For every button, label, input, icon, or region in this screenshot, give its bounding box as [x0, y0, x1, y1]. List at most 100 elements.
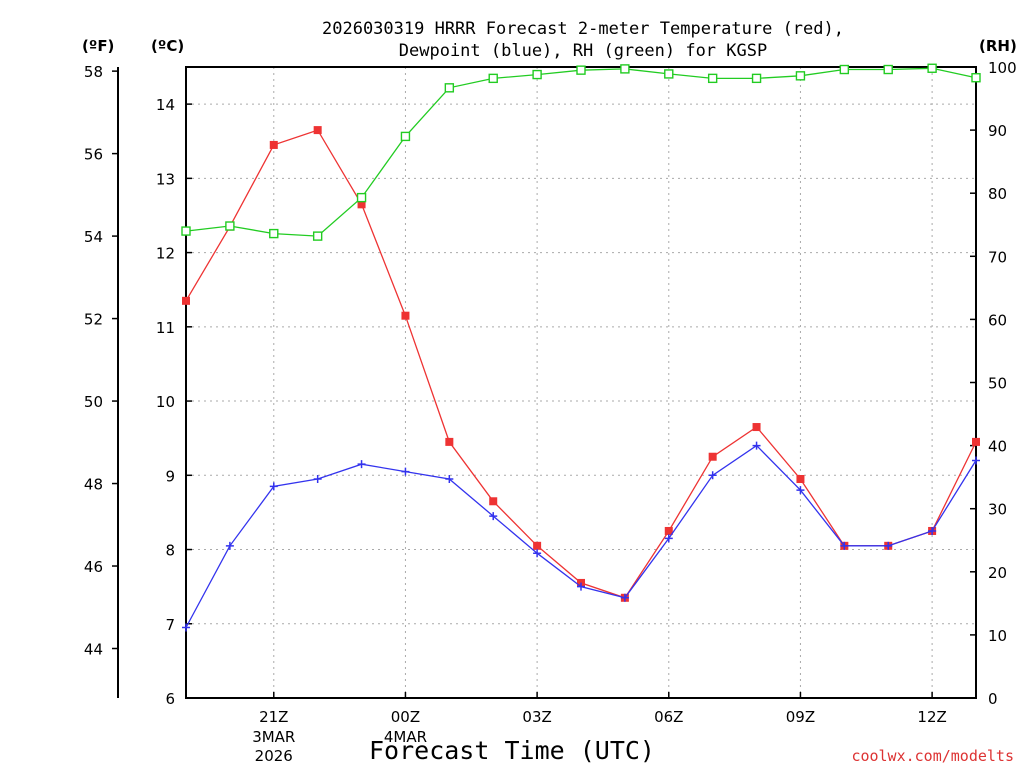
- dewpoint-line: [185, 444, 977, 628]
- dewpoint-point: [445, 475, 454, 484]
- data-series: [181, 63, 981, 632]
- dewpoint-point: [401, 467, 410, 476]
- fahrenheit-unit-label: (ºF): [82, 37, 114, 55]
- chart-title-line2: Dewpoint (blue), RH (green) for KGSP: [399, 41, 767, 61]
- credit-label: coolwx.com/modelts: [851, 747, 1014, 765]
- rh-tick-label: 60: [988, 311, 1007, 329]
- celsius-tick-label: 6: [165, 690, 175, 708]
- fahrenheit-tick-label: 44: [84, 641, 103, 659]
- rh-point: [751, 73, 762, 84]
- fahrenheit-tick-label: 56: [84, 146, 103, 164]
- x-tick-date-label: 3MAR: [252, 728, 295, 746]
- celsius-tick-label: 12: [156, 245, 175, 263]
- rh-line: [185, 67, 977, 237]
- rh-point: [181, 226, 191, 236]
- rh-point: [532, 69, 542, 80]
- fahrenheit-tick-label: 58: [84, 63, 103, 81]
- x-tick-date-label: 4MAR: [384, 728, 427, 746]
- rh-point: [312, 231, 323, 241]
- fahrenheit-tick-label: 50: [84, 393, 103, 411]
- rh-tick-label: 20: [988, 564, 1007, 582]
- dewpoint-point: [884, 541, 893, 550]
- rh-point: [883, 64, 893, 75]
- rh-point: [839, 64, 850, 75]
- rh-tick-label: 100: [988, 59, 1017, 77]
- fahrenheit-tick-label: 48: [84, 476, 103, 494]
- rh-tick-label: 0: [988, 690, 998, 708]
- rh-point: [620, 64, 630, 74]
- temperature-point: [664, 526, 673, 535]
- rh-tick-label: 30: [988, 501, 1007, 519]
- temperature-point: [972, 437, 980, 446]
- dewpoint-point: [182, 623, 190, 632]
- x-tick-label: 03Z: [522, 708, 551, 726]
- x-tick-year-label: 2026: [255, 747, 293, 765]
- temperature-point: [533, 541, 542, 550]
- rh-point: [225, 221, 235, 231]
- celsius-unit-label: (ºC): [151, 37, 184, 55]
- x-axis-label: Forecast Time (UTC): [369, 736, 655, 765]
- celsius-tick-label: 8: [165, 542, 175, 560]
- rh-unit-label: (RH): [979, 37, 1017, 55]
- dewpoint-point: [796, 486, 805, 495]
- dewpoint-point: [577, 582, 585, 591]
- dewpoint-point: [928, 526, 937, 535]
- dewpoint-point: [313, 475, 322, 484]
- temperature-point: [182, 296, 190, 305]
- dewpoint-point: [620, 593, 629, 602]
- rh-point: [444, 83, 455, 93]
- x-tick-label: 00Z: [391, 708, 420, 726]
- dewpoint-point: [708, 471, 717, 480]
- celsius-tick-label: 9: [165, 467, 175, 485]
- rh-point: [664, 69, 674, 79]
- x-tick-label: 21Z: [259, 708, 288, 726]
- temperature-point: [269, 140, 278, 149]
- dewpoint-point: [489, 512, 498, 521]
- temperature-point: [445, 437, 454, 446]
- temperature-line: [185, 129, 977, 599]
- x-tick-label: 12Z: [917, 708, 946, 726]
- temperature-point: [708, 452, 717, 461]
- rh-point: [927, 63, 937, 73]
- rh-tick-label: 70: [988, 248, 1007, 266]
- chart-title-line1: 2026030319 HRRR Forecast 2-meter Tempera…: [322, 19, 844, 39]
- dewpoint-point: [269, 482, 278, 491]
- dewpoint-point: [225, 541, 234, 550]
- rh-point: [356, 192, 367, 203]
- temperature-point: [357, 200, 366, 209]
- rh-point: [971, 73, 981, 83]
- rh-tick-label: 80: [988, 185, 1007, 203]
- temperature-point: [796, 475, 805, 484]
- dewpoint-point: [664, 534, 673, 543]
- rh-tick-label: 10: [988, 627, 1007, 645]
- celsius-tick-label: 11: [156, 319, 175, 337]
- rh-tick-label: 40: [988, 438, 1007, 456]
- fahrenheit-tick-label: 52: [84, 311, 103, 329]
- rh-point: [400, 131, 411, 142]
- dewpoint-point: [357, 460, 366, 469]
- temperature-point: [489, 497, 498, 506]
- rh-point: [795, 71, 806, 81]
- dewpoint-point: [752, 441, 761, 450]
- gridlines: [186, 67, 976, 699]
- x-tick-label: 09Z: [786, 708, 815, 726]
- temperature-point: [313, 126, 322, 135]
- temperature-point: [752, 423, 761, 432]
- celsius-tick-label: 13: [156, 170, 175, 188]
- axes: 44 46 48 50 52 54 56 58 6 7 8 9 10 11 12 13 14 0 10 20 30 40 5…: [84, 59, 1017, 765]
- rh-point: [576, 65, 586, 75]
- rh-point: [269, 228, 279, 239]
- dewpoint-point: [533, 549, 542, 558]
- fahrenheit-tick-label: 54: [84, 228, 103, 246]
- rh-tick-label: 50: [988, 375, 1007, 393]
- plot-frame: [185, 66, 977, 699]
- dewpoint-point: [972, 456, 980, 465]
- celsius-tick-label: 7: [165, 616, 175, 634]
- rh-point: [707, 73, 718, 84]
- rh-tick-label: 90: [988, 122, 1007, 140]
- fahrenheit-tick-label: 46: [84, 558, 103, 576]
- x-tick-label: 06Z: [654, 708, 683, 726]
- celsius-tick-label: 10: [156, 393, 175, 411]
